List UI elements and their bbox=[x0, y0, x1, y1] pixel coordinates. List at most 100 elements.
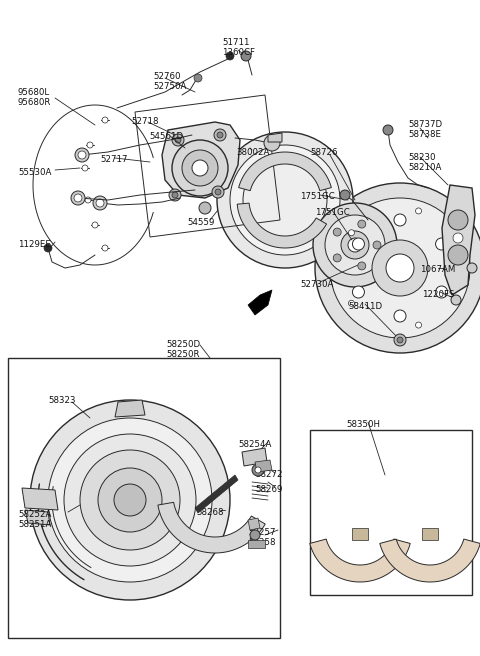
Circle shape bbox=[74, 194, 82, 202]
Circle shape bbox=[252, 464, 264, 476]
Text: 1751GC: 1751GC bbox=[300, 192, 335, 201]
Circle shape bbox=[78, 151, 86, 159]
Text: 38002A: 38002A bbox=[236, 148, 269, 157]
Circle shape bbox=[217, 132, 223, 138]
Text: 58350H: 58350H bbox=[346, 420, 380, 429]
Text: 1220FS: 1220FS bbox=[422, 290, 455, 299]
Text: 52760
52750A: 52760 52750A bbox=[153, 72, 186, 91]
Circle shape bbox=[372, 240, 428, 296]
Circle shape bbox=[85, 197, 91, 203]
Circle shape bbox=[358, 262, 366, 270]
Circle shape bbox=[333, 254, 341, 262]
Circle shape bbox=[358, 220, 366, 228]
Circle shape bbox=[192, 160, 208, 176]
Circle shape bbox=[96, 199, 104, 207]
Circle shape bbox=[182, 150, 218, 186]
Polygon shape bbox=[255, 460, 272, 472]
Circle shape bbox=[383, 125, 393, 135]
Polygon shape bbox=[239, 152, 331, 191]
Text: 58252A
58251A: 58252A 58251A bbox=[18, 510, 51, 529]
Text: 1067AM: 1067AM bbox=[420, 265, 456, 274]
Circle shape bbox=[352, 238, 364, 250]
Text: 58272: 58272 bbox=[255, 470, 283, 479]
Polygon shape bbox=[442, 185, 475, 295]
Polygon shape bbox=[158, 502, 265, 553]
Text: 52717: 52717 bbox=[100, 155, 128, 164]
Circle shape bbox=[212, 186, 224, 198]
Polygon shape bbox=[242, 448, 267, 466]
Circle shape bbox=[341, 231, 369, 259]
Circle shape bbox=[448, 210, 468, 230]
Text: 1751GC: 1751GC bbox=[315, 208, 350, 217]
Circle shape bbox=[169, 189, 181, 201]
Circle shape bbox=[264, 135, 280, 151]
Circle shape bbox=[255, 467, 261, 473]
Polygon shape bbox=[310, 539, 410, 582]
Circle shape bbox=[64, 434, 196, 566]
Circle shape bbox=[71, 191, 85, 205]
Text: 58726: 58726 bbox=[310, 148, 337, 157]
Circle shape bbox=[93, 196, 107, 210]
Circle shape bbox=[44, 244, 52, 252]
Polygon shape bbox=[195, 475, 238, 513]
Circle shape bbox=[194, 74, 202, 82]
Polygon shape bbox=[422, 528, 438, 540]
Circle shape bbox=[397, 337, 403, 343]
Text: 58230
58210A: 58230 58210A bbox=[408, 153, 442, 173]
Circle shape bbox=[325, 215, 385, 275]
Circle shape bbox=[416, 322, 421, 328]
Circle shape bbox=[394, 334, 406, 346]
Circle shape bbox=[175, 137, 181, 143]
Circle shape bbox=[250, 530, 260, 540]
Circle shape bbox=[348, 230, 354, 236]
Circle shape bbox=[230, 145, 340, 255]
Circle shape bbox=[114, 484, 146, 516]
Text: 58268: 58268 bbox=[196, 508, 224, 517]
Polygon shape bbox=[248, 290, 272, 315]
Text: 54559: 54559 bbox=[187, 218, 215, 227]
Circle shape bbox=[217, 132, 353, 268]
Circle shape bbox=[451, 295, 461, 305]
Text: 58254A: 58254A bbox=[238, 440, 271, 449]
Circle shape bbox=[394, 214, 406, 226]
Circle shape bbox=[226, 52, 234, 60]
Circle shape bbox=[172, 134, 184, 146]
Polygon shape bbox=[237, 203, 326, 248]
Polygon shape bbox=[22, 488, 58, 510]
Circle shape bbox=[313, 203, 397, 287]
Bar bbox=[8, 358, 280, 638]
Circle shape bbox=[416, 208, 421, 214]
Circle shape bbox=[102, 245, 108, 251]
Circle shape bbox=[102, 117, 108, 123]
Text: 55530A: 55530A bbox=[18, 168, 51, 177]
Circle shape bbox=[92, 222, 98, 228]
Polygon shape bbox=[380, 539, 480, 582]
Bar bbox=[310, 430, 472, 595]
Circle shape bbox=[457, 265, 463, 271]
Polygon shape bbox=[268, 133, 282, 142]
Circle shape bbox=[330, 198, 470, 338]
Circle shape bbox=[199, 202, 211, 214]
Text: 58737D
58738E: 58737D 58738E bbox=[408, 120, 442, 139]
Circle shape bbox=[80, 450, 180, 550]
Text: 1129EE: 1129EE bbox=[18, 240, 51, 249]
Circle shape bbox=[241, 51, 251, 61]
Circle shape bbox=[373, 241, 381, 249]
Text: 58323: 58323 bbox=[48, 396, 75, 405]
Polygon shape bbox=[115, 400, 145, 417]
Circle shape bbox=[386, 254, 414, 282]
Circle shape bbox=[87, 142, 93, 148]
Text: 54561D: 54561D bbox=[149, 132, 183, 141]
Text: 51711
1360CF: 51711 1360CF bbox=[222, 38, 255, 57]
Polygon shape bbox=[248, 540, 265, 548]
Circle shape bbox=[30, 400, 230, 600]
Polygon shape bbox=[162, 122, 240, 198]
Text: 95680L
95680R: 95680L 95680R bbox=[18, 88, 51, 108]
Circle shape bbox=[75, 148, 89, 162]
Text: 52718: 52718 bbox=[131, 117, 158, 126]
Circle shape bbox=[172, 192, 178, 198]
Circle shape bbox=[467, 263, 477, 273]
Circle shape bbox=[243, 158, 327, 242]
Polygon shape bbox=[248, 518, 260, 530]
Text: 58269: 58269 bbox=[255, 485, 282, 494]
